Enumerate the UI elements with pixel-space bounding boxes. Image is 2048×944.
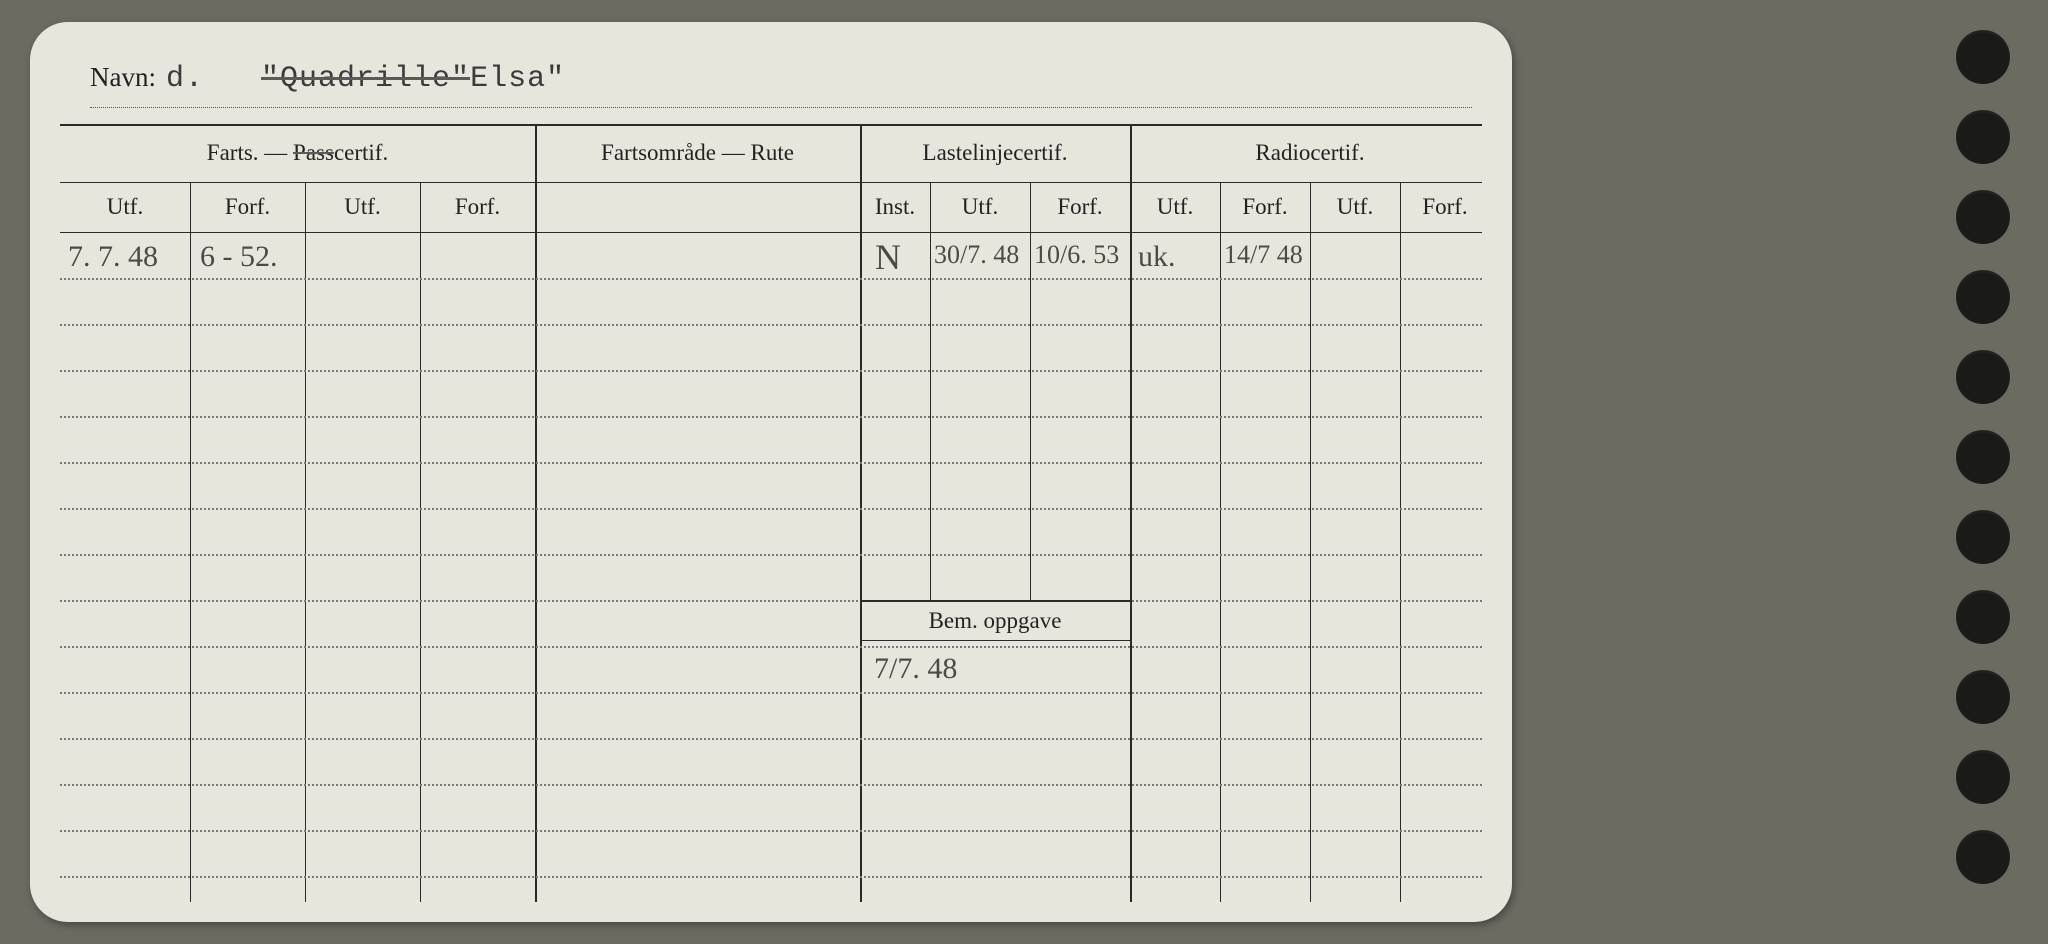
- navn-prefix: d.: [166, 62, 204, 96]
- punch-hole: [1956, 430, 2010, 484]
- bem-label: Bem. oppgave: [860, 602, 1130, 634]
- bem-box: Bem. oppgave: [860, 600, 1130, 640]
- dotted-row: [60, 508, 1482, 510]
- dotted-row: [60, 600, 1482, 602]
- dotted-row: [60, 692, 1482, 694]
- punch-hole: [1956, 670, 2010, 724]
- sub-utf-2: Utf.: [305, 182, 420, 232]
- sub-utf-1: Utf.: [60, 182, 190, 232]
- vline: [930, 182, 931, 600]
- cell-farts-utf: 7. 7. 48: [68, 240, 158, 274]
- punch-hole: [1956, 110, 2010, 164]
- sub-l-forf: Forf.: [1030, 182, 1130, 232]
- punch-hole: [1956, 590, 2010, 644]
- punch-hole: [1956, 190, 2010, 244]
- punch-hole: [1956, 350, 2010, 404]
- cell-radio-forf: 14/7 48: [1224, 240, 1303, 270]
- punch-hole: [1956, 830, 2010, 884]
- cell-laste-forf: 10/6. 53: [1034, 240, 1119, 270]
- vline: [305, 182, 306, 902]
- dotted-row: [60, 738, 1482, 740]
- sub-r-utf2: Utf.: [1310, 182, 1400, 232]
- header-farts: Farts. — Passcertif.: [60, 124, 535, 182]
- dotted-row: [60, 324, 1482, 326]
- dotted-row: [60, 278, 1482, 280]
- bem-underline: [860, 640, 1130, 641]
- index-card: Navn: d. "Quadrille"Elsa" Farts. — Passc…: [30, 22, 1512, 922]
- navn-name: Elsa": [470, 62, 565, 96]
- header-laste: Lastelinjecertif.: [860, 124, 1130, 182]
- cell-farts-forf: 6 - 52.: [200, 240, 278, 274]
- vline: [1400, 182, 1401, 902]
- dotted-row: [60, 830, 1482, 832]
- vline: [1310, 182, 1311, 902]
- sub-r-forf1: Forf.: [1220, 182, 1310, 232]
- sub-r-utf1: Utf.: [1130, 182, 1220, 232]
- dotted-row: [60, 554, 1482, 556]
- navn-struck: "Quadrille": [261, 62, 470, 96]
- header-fartsomrade: Fartsområde — Rute: [535, 124, 860, 182]
- header-farts-text: Farts. — Passcertif.: [207, 140, 388, 166]
- punch-hole: [1956, 30, 2010, 84]
- dotted-row: [60, 370, 1482, 372]
- rule-header-bottom: [60, 232, 1482, 233]
- bem-value: 7/7. 48: [874, 652, 957, 686]
- sub-r-forf2: Forf.: [1400, 182, 1490, 232]
- sub-forf-2: Forf.: [420, 182, 535, 232]
- navn-row: Navn: d. "Quadrille"Elsa": [90, 62, 1472, 108]
- cell-radio-utf: uk.: [1138, 240, 1176, 274]
- dotted-row: [60, 646, 1482, 648]
- header-radio: Radiocertif.: [1130, 124, 1490, 182]
- vline: [420, 182, 421, 902]
- punch-hole: [1956, 750, 2010, 804]
- passcertif-struck: Pass: [293, 140, 334, 165]
- navn-value: d. "Quadrille"Elsa": [166, 62, 565, 96]
- punch-hole: [1956, 270, 2010, 324]
- vline: [1220, 182, 1221, 902]
- binder-holes: [1956, 30, 2010, 884]
- punch-hole: [1956, 510, 2010, 564]
- cell-laste-utf: 30/7. 48: [934, 240, 1019, 270]
- dotted-row: [60, 876, 1482, 878]
- sub-forf-1: Forf.: [190, 182, 305, 232]
- sub-inst: Inst.: [860, 182, 930, 232]
- dotted-row: [60, 462, 1482, 464]
- grid: Farts. — Passcertif. Fartsområde — Rute …: [60, 124, 1482, 902]
- navn-label: Navn:: [90, 62, 156, 93]
- sub-l-utf: Utf.: [930, 182, 1030, 232]
- vline: [1030, 182, 1031, 600]
- dotted-row: [60, 784, 1482, 786]
- vline: [190, 182, 191, 902]
- dotted-row: [60, 416, 1482, 418]
- cell-laste-inst: N: [875, 236, 901, 278]
